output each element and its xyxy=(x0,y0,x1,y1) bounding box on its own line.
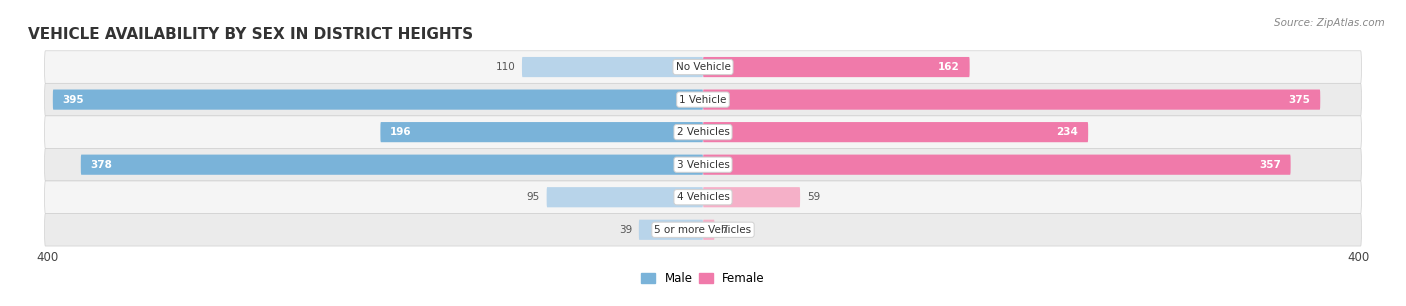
FancyBboxPatch shape xyxy=(703,155,1291,175)
FancyBboxPatch shape xyxy=(381,122,703,142)
Text: 375: 375 xyxy=(1288,95,1310,105)
Text: 2 Vehicles: 2 Vehicles xyxy=(676,127,730,137)
FancyBboxPatch shape xyxy=(45,181,1361,214)
Text: 5 or more Vehicles: 5 or more Vehicles xyxy=(654,225,752,235)
Text: 234: 234 xyxy=(1056,127,1078,137)
FancyBboxPatch shape xyxy=(53,90,703,110)
Text: 59: 59 xyxy=(807,192,820,202)
Text: 4 Vehicles: 4 Vehicles xyxy=(676,192,730,202)
FancyBboxPatch shape xyxy=(45,83,1361,116)
FancyBboxPatch shape xyxy=(703,220,714,240)
FancyBboxPatch shape xyxy=(45,148,1361,181)
Text: 357: 357 xyxy=(1258,160,1281,170)
Text: VEHICLE AVAILABILITY BY SEX IN DISTRICT HEIGHTS: VEHICLE AVAILABILITY BY SEX IN DISTRICT … xyxy=(28,27,474,42)
Text: 378: 378 xyxy=(90,160,112,170)
FancyBboxPatch shape xyxy=(522,57,703,77)
Text: 400: 400 xyxy=(1347,251,1369,264)
Text: 7: 7 xyxy=(721,225,728,235)
FancyBboxPatch shape xyxy=(45,116,1361,148)
FancyBboxPatch shape xyxy=(45,51,1361,83)
Text: 162: 162 xyxy=(938,62,960,72)
FancyBboxPatch shape xyxy=(547,187,703,207)
Text: 400: 400 xyxy=(37,251,59,264)
FancyBboxPatch shape xyxy=(80,155,703,175)
Text: Source: ZipAtlas.com: Source: ZipAtlas.com xyxy=(1274,18,1385,28)
Text: 39: 39 xyxy=(619,225,633,235)
FancyBboxPatch shape xyxy=(45,214,1361,246)
Text: 395: 395 xyxy=(63,95,84,105)
Text: 3 Vehicles: 3 Vehicles xyxy=(676,160,730,170)
FancyBboxPatch shape xyxy=(703,122,1088,142)
Text: 95: 95 xyxy=(527,192,540,202)
FancyBboxPatch shape xyxy=(703,187,800,207)
Text: 110: 110 xyxy=(495,62,516,72)
Legend: Male, Female: Male, Female xyxy=(637,268,769,290)
FancyBboxPatch shape xyxy=(703,57,970,77)
Text: 1 Vehicle: 1 Vehicle xyxy=(679,95,727,105)
Text: No Vehicle: No Vehicle xyxy=(675,62,731,72)
FancyBboxPatch shape xyxy=(703,90,1320,110)
FancyBboxPatch shape xyxy=(638,220,703,240)
Text: 196: 196 xyxy=(391,127,412,137)
